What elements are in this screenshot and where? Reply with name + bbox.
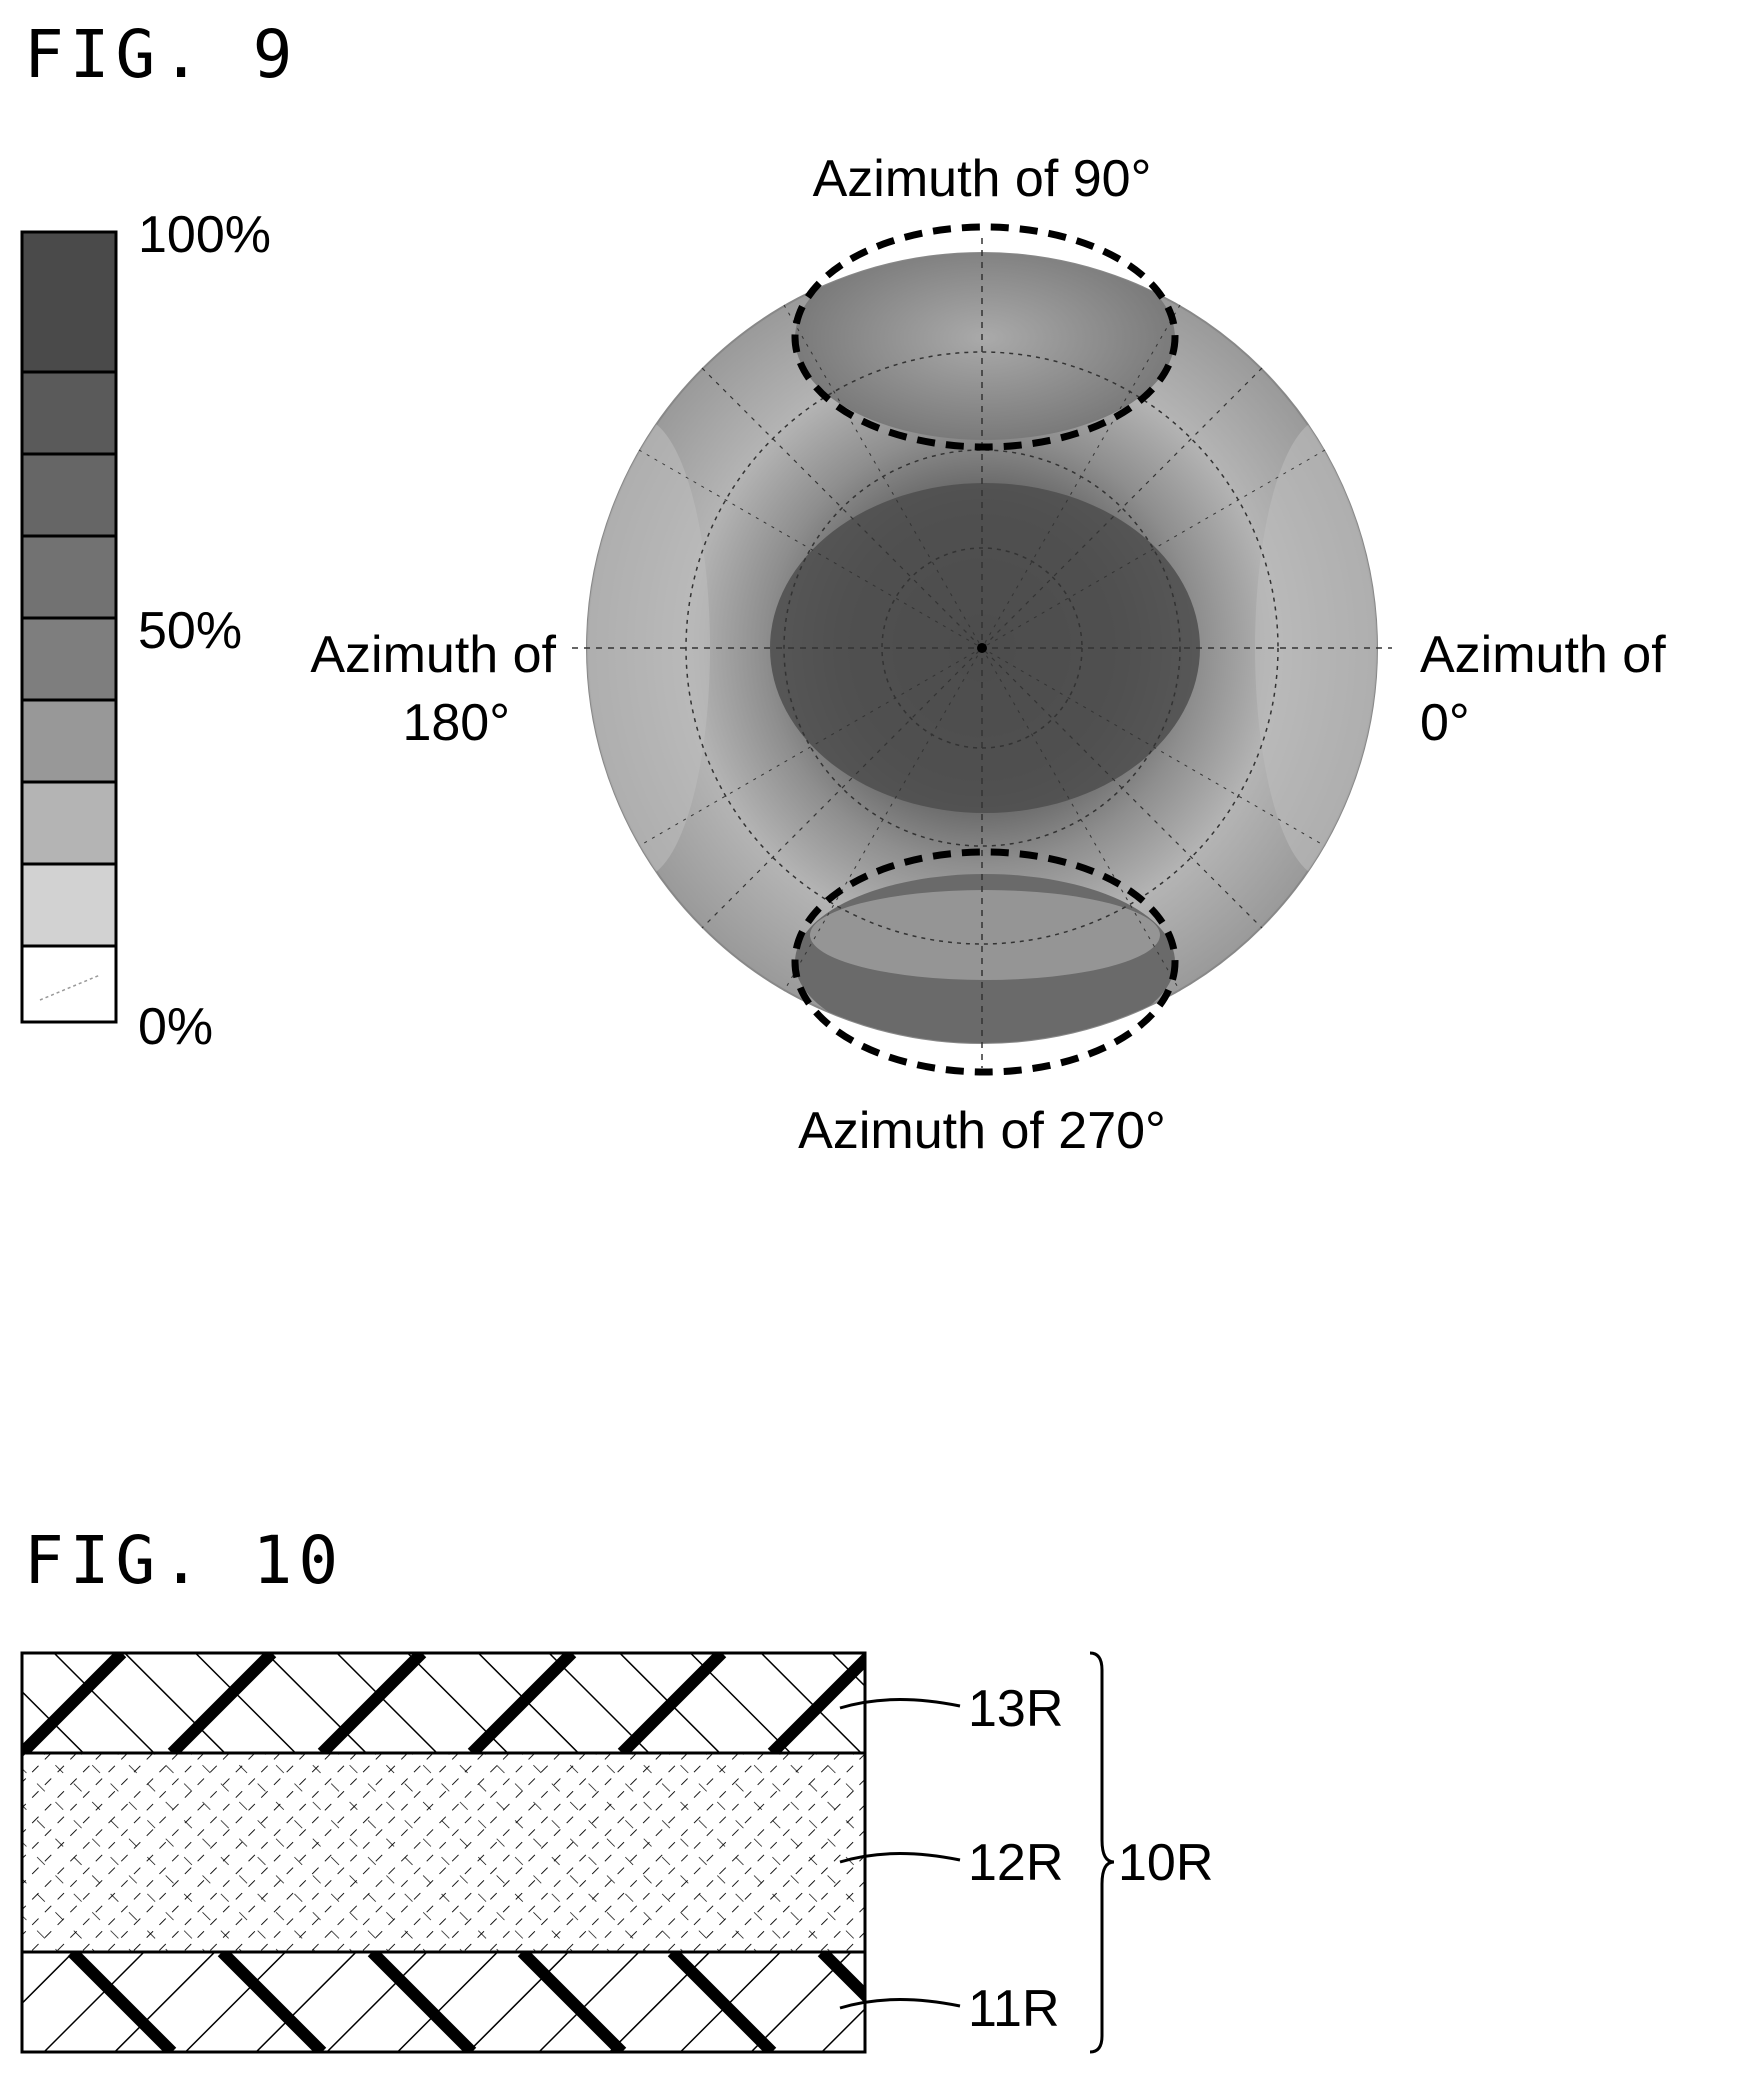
scale-level-8 bbox=[20, 862, 118, 948]
label-azimuth-270: Azimuth of 270° bbox=[798, 1102, 1166, 1160]
scale-label-0: 0% bbox=[138, 998, 213, 1056]
figure-10-title: FIG. 10 bbox=[24, 1522, 345, 1599]
scale-label-50: 50% bbox=[138, 602, 242, 660]
figure-9: 100% 50% 0% bbox=[20, 150, 1666, 1160]
label-azimuth-0-line2: 0° bbox=[1420, 694, 1470, 752]
scale-level-4 bbox=[20, 534, 118, 620]
label-azimuth-180-line2: 180° bbox=[402, 694, 510, 752]
group-brace bbox=[1089, 1651, 1115, 2054]
label-10r: 10R bbox=[1118, 1834, 1213, 1892]
scale-level-3 bbox=[20, 452, 118, 538]
figure-10: 13R 12R 11R 10R bbox=[20, 1651, 1213, 2054]
layer-11r bbox=[22, 1952, 865, 2052]
layer-stack bbox=[20, 1651, 867, 2054]
scale-level-7 bbox=[20, 780, 118, 866]
layer-13r bbox=[22, 1653, 865, 1753]
label-azimuth-0-line1: Azimuth of bbox=[1420, 626, 1666, 684]
scale-label-100: 100% bbox=[138, 206, 271, 264]
scale-level-5 bbox=[20, 616, 118, 702]
label-11r: 11R bbox=[968, 1980, 1060, 2038]
scale-level-9 bbox=[20, 944, 118, 1024]
polar-plot: Azimuth of 90° Azimuth of 270° Azimuth o… bbox=[310, 150, 1666, 1160]
label-12r: 12R bbox=[968, 1834, 1063, 1892]
color-scale-bar: 100% 50% 0% bbox=[20, 206, 271, 1056]
highlight-ellipse-90 bbox=[791, 223, 1179, 451]
label-azimuth-180-line1: Azimuth of bbox=[310, 626, 556, 684]
scale-level-2 bbox=[20, 370, 118, 456]
figure-9-title: FIG. 9 bbox=[24, 16, 299, 93]
polar-grid-ring-2 bbox=[783, 449, 1181, 847]
scale-level-1 bbox=[20, 230, 118, 374]
label-azimuth-90: Azimuth of 90° bbox=[813, 150, 1152, 208]
label-13r: 13R bbox=[968, 1680, 1063, 1738]
highlight-ellipse-270 bbox=[791, 848, 1179, 1076]
scale-level-6 bbox=[20, 698, 118, 784]
